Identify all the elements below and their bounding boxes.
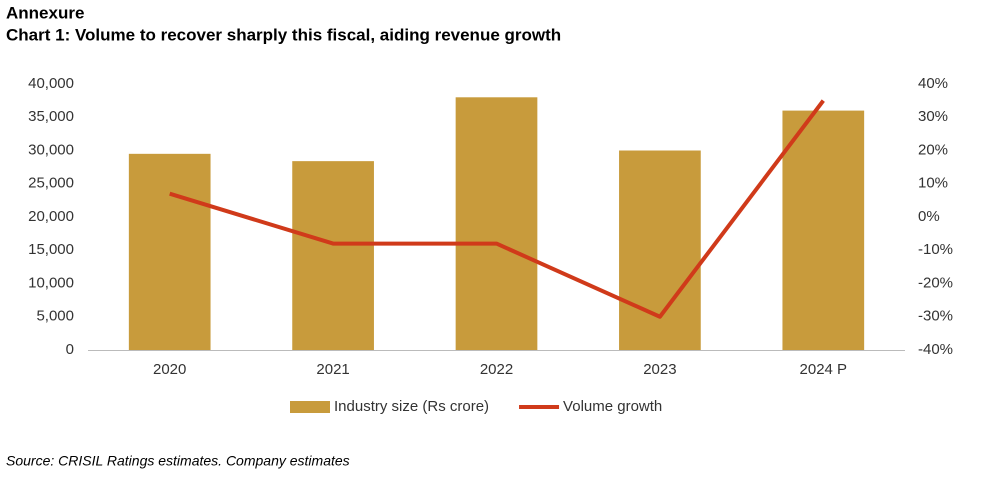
y-tick-label: 10,000 [28, 274, 74, 291]
y-tick-label: 30% [918, 108, 948, 125]
y-tick-label: 40% [918, 75, 948, 92]
bar [128, 153, 211, 350]
chart-title: Chart 1: Volume to recover sharply this … [6, 25, 561, 44]
y-tick-label: -40% [918, 341, 953, 358]
x-tick-label: 2020 [153, 361, 186, 378]
x-tick-label: 2023 [643, 361, 676, 378]
y-tick-label: 30,000 [28, 141, 74, 158]
legend-swatch [290, 401, 330, 413]
y-tick-label: 20% [918, 141, 948, 158]
bar [619, 150, 701, 350]
y-tick-label: 40,000 [28, 75, 74, 92]
y-tick-label: 25,000 [28, 175, 74, 192]
legend-label: Volume growth [563, 398, 662, 415]
y-tick-label: 0% [918, 208, 940, 225]
x-tick-label: 2022 [480, 361, 513, 378]
bar [292, 161, 374, 350]
y-tick-label: 35,000 [28, 108, 74, 125]
y-tick-label: 0 [66, 341, 74, 358]
y-tick-label: -20% [918, 274, 953, 291]
line [169, 99, 825, 319]
source: Source: CRISIL Ratings estimates. Compan… [6, 453, 350, 469]
bar [455, 97, 538, 350]
y-tick-label: -10% [918, 241, 953, 258]
legend-label: Industry size (Rs crore) [334, 398, 489, 415]
y-tick-label: 20,000 [28, 208, 74, 225]
y-tick-label: 15,000 [28, 241, 74, 258]
y-tick-label: 5,000 [36, 308, 74, 325]
y-tick-label: 10% [918, 175, 948, 192]
bar [782, 110, 865, 350]
heading: Annexure [6, 3, 84, 22]
y-tick-label: -30% [918, 308, 953, 325]
x-tick-label: 2024 P [800, 361, 848, 378]
x-tick-label: 2021 [316, 361, 349, 378]
